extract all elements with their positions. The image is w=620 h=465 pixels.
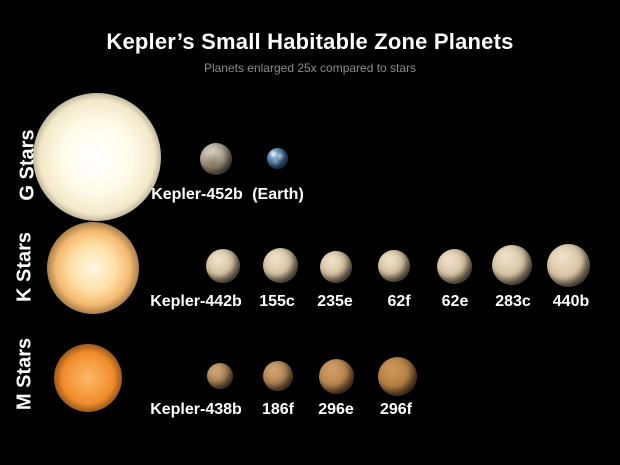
infographic-subtitle: Planets enlarged 25x compared to stars bbox=[203, 61, 417, 75]
star-k-type bbox=[47, 222, 139, 314]
planet-235e bbox=[320, 251, 352, 283]
planet-label-155c: 155c bbox=[259, 293, 295, 310]
planet-label-kepler-452b: Kepler-452b bbox=[151, 186, 243, 203]
planet-label-296f: 296f bbox=[379, 401, 413, 418]
planet-earth bbox=[266, 147, 288, 169]
planet-label-kepler-442b: Kepler-442b bbox=[150, 293, 242, 310]
planet-label-440b: 440b bbox=[552, 293, 590, 310]
star-g-type bbox=[33, 93, 161, 221]
planet-62e bbox=[436, 248, 472, 284]
star-m-type bbox=[54, 344, 122, 412]
planet-kepler-438b bbox=[207, 363, 233, 389]
planet-kepler-452b bbox=[200, 143, 232, 175]
planet-label-283c: 283c bbox=[495, 293, 531, 310]
planet-label-296e: 296e bbox=[318, 401, 354, 418]
planet-440b bbox=[546, 243, 590, 287]
row-label-k-stars: K Stars bbox=[13, 231, 36, 303]
planet-62f bbox=[378, 250, 410, 282]
infographic-title: Kepler’s Small Habitable Zone Planets bbox=[106, 29, 514, 54]
planet-label-235e: 235e bbox=[317, 293, 353, 310]
row-label-m-stars: M Stars bbox=[13, 337, 36, 411]
planet-label-186f: 186f bbox=[261, 401, 295, 418]
planet-label-62f: 62f bbox=[387, 293, 411, 310]
planet-296e bbox=[318, 358, 354, 394]
planet-label-earth: (Earth) bbox=[252, 186, 304, 203]
planet-296f bbox=[377, 356, 417, 396]
planet-155c bbox=[262, 247, 298, 283]
planet-label-kepler-438b: Kepler-438b bbox=[150, 401, 242, 418]
planet-label-62e: 62e bbox=[441, 293, 469, 310]
planet-283c bbox=[492, 245, 532, 285]
planet-186f bbox=[263, 361, 293, 391]
planet-kepler-442b bbox=[206, 249, 240, 283]
